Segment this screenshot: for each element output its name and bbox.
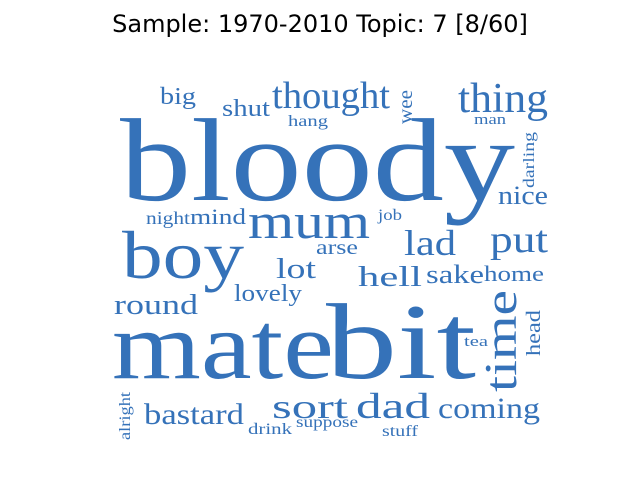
word-job: job — [377, 207, 402, 224]
word-mate: mate — [112, 292, 334, 399]
word-home: home — [484, 261, 544, 286]
word-mind: mind — [190, 204, 246, 229]
word-mum: mum — [248, 193, 370, 249]
word-darling: darling — [521, 132, 538, 188]
word-drink: drink — [248, 421, 292, 438]
word-coming: coming — [438, 392, 540, 425]
word-nice: nice — [498, 181, 548, 210]
word-bastard: bastard — [144, 398, 244, 431]
word-night: night — [146, 208, 190, 228]
word-sake: sake — [426, 260, 484, 289]
word-boy: boy — [122, 217, 244, 293]
word-sort: sort — [272, 389, 349, 426]
word-bloody: bloody — [120, 95, 515, 226]
word-bit: bit — [326, 283, 476, 402]
word-put: put — [490, 219, 549, 261]
word-hell: hell — [358, 262, 422, 293]
word-alright: alright — [117, 391, 134, 440]
word-big: big — [160, 84, 196, 110]
word-dad: dad — [356, 386, 430, 426]
word-time: time — [475, 290, 526, 392]
word-hang: hang — [288, 113, 328, 130]
word-thought: thought — [272, 75, 390, 117]
word-thing: thing — [458, 76, 548, 122]
word-lad: lad — [404, 223, 456, 263]
word-tea: tea — [464, 334, 488, 350]
word-arse: arse — [316, 237, 358, 259]
word-lovely: lovely — [234, 281, 302, 307]
word-round: round — [114, 290, 198, 321]
figure-title: Sample: 1970-2010 Topic: 7 [8/60] — [112, 10, 528, 38]
word-man: man — [474, 112, 507, 128]
word-suppose: suppose — [296, 414, 358, 431]
word-shut: shut — [222, 96, 270, 122]
word-wee: wee — [395, 90, 417, 124]
word-head: head — [523, 310, 545, 356]
word-stuff: stuff — [382, 423, 419, 440]
word-lot: lot — [276, 254, 316, 285]
